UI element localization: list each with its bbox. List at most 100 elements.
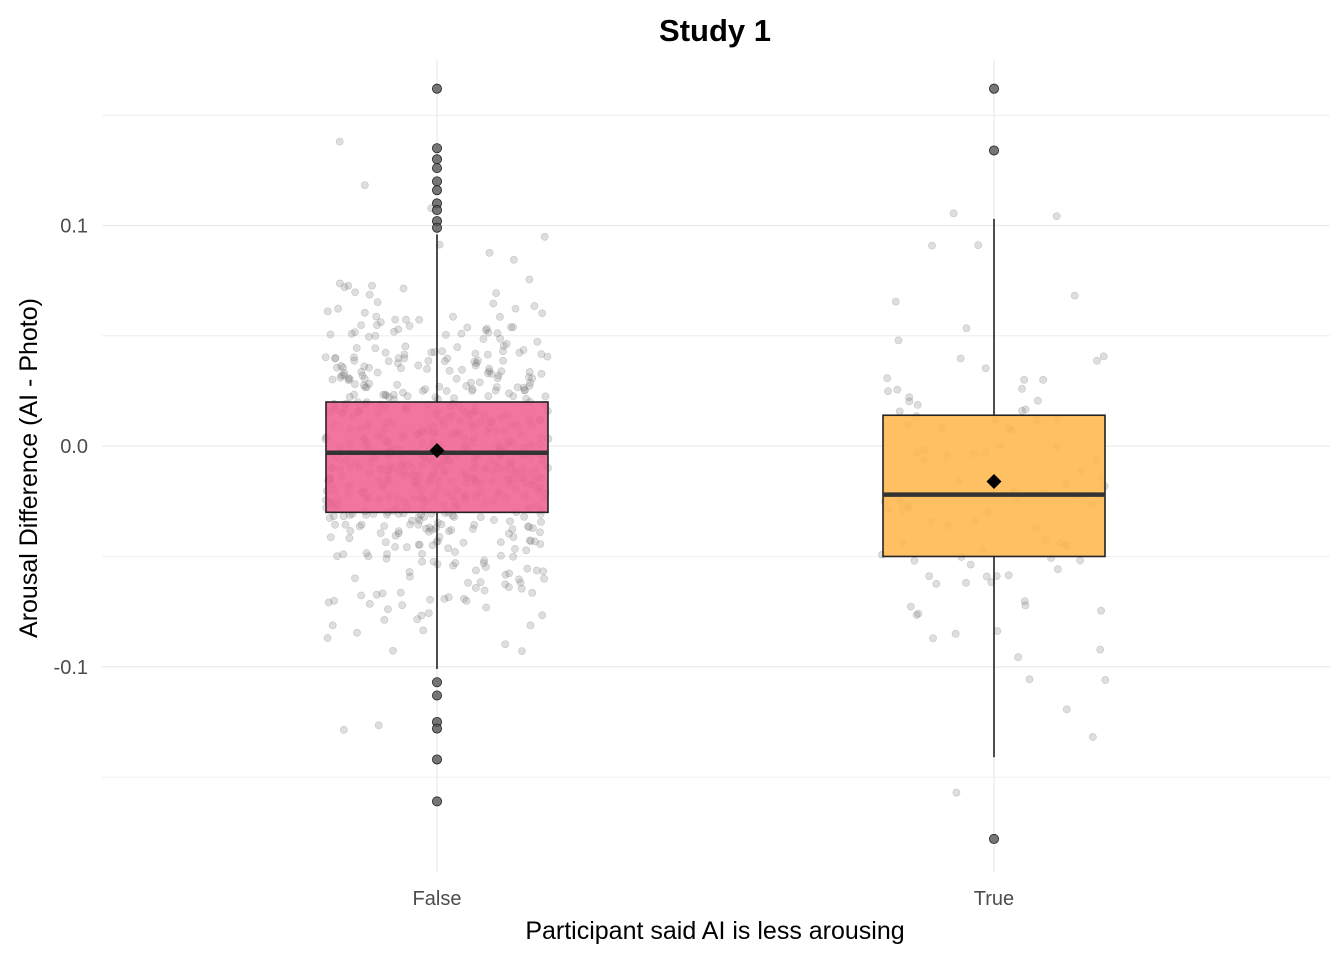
jitter-point bbox=[529, 524, 537, 532]
jitter-point bbox=[334, 304, 342, 313]
jitter-point bbox=[399, 284, 408, 293]
jitter-point bbox=[504, 583, 513, 591]
jitter-point bbox=[331, 354, 339, 363]
jitter-point bbox=[536, 540, 545, 548]
jitter-point bbox=[326, 330, 335, 339]
jitter-point bbox=[522, 546, 531, 555]
jitter-point bbox=[489, 299, 498, 308]
outlier-point bbox=[431, 723, 442, 734]
jitter-point bbox=[374, 721, 383, 730]
jitter-point bbox=[351, 574, 359, 583]
jitter-point bbox=[1097, 606, 1105, 615]
jitter-point bbox=[1062, 705, 1071, 714]
jitter-point bbox=[981, 364, 990, 373]
jitter-point bbox=[393, 380, 401, 389]
jitter-point bbox=[525, 275, 534, 284]
jitter-point bbox=[364, 552, 373, 561]
jitter-point bbox=[443, 354, 452, 363]
jitter-point bbox=[1020, 375, 1029, 384]
jitter-point bbox=[360, 374, 369, 383]
jitter-point bbox=[483, 324, 491, 333]
jitter-point bbox=[378, 589, 387, 598]
jitter-point bbox=[537, 350, 546, 358]
jitter-point bbox=[447, 526, 456, 534]
jitter-point bbox=[929, 634, 937, 643]
jitter-point bbox=[331, 353, 340, 362]
jitter-point bbox=[496, 551, 505, 560]
jitter-point bbox=[413, 615, 422, 624]
jitter-point bbox=[962, 324, 971, 333]
jitter-point bbox=[513, 383, 522, 392]
jitter-point bbox=[894, 336, 903, 345]
jitter-point bbox=[337, 371, 346, 380]
jitter-point bbox=[520, 512, 529, 521]
jitter-point bbox=[883, 374, 892, 382]
jitter-point bbox=[344, 376, 353, 385]
jitter-point bbox=[473, 356, 482, 365]
jitter-point bbox=[519, 383, 528, 392]
jitter-point bbox=[335, 137, 344, 146]
jitter-point bbox=[519, 346, 528, 354]
jitter-point bbox=[442, 387, 451, 395]
jitter-point bbox=[501, 580, 510, 589]
jitter-point bbox=[396, 588, 405, 597]
jitter-point bbox=[905, 397, 914, 406]
jitter-point bbox=[468, 386, 476, 395]
jitter-point bbox=[397, 364, 405, 373]
jitter-point bbox=[340, 371, 348, 380]
jitter-point bbox=[347, 329, 356, 338]
jitter-point bbox=[451, 559, 460, 567]
jitter-point bbox=[539, 567, 548, 576]
jitter-point bbox=[484, 328, 493, 337]
y-axis-title: Arousal Difference (AI - Photo) bbox=[15, 298, 43, 638]
jitter-point bbox=[360, 181, 369, 189]
jitter-point bbox=[528, 374, 537, 383]
jitter-point bbox=[952, 788, 961, 797]
jitter-point bbox=[340, 368, 348, 377]
jitter-point bbox=[329, 512, 338, 521]
jitter-point bbox=[357, 367, 366, 376]
jitter-point bbox=[492, 289, 500, 297]
jitter-point bbox=[495, 312, 504, 321]
jitter-point bbox=[1034, 396, 1042, 405]
jitter-point bbox=[540, 232, 549, 241]
jitter-point bbox=[407, 516, 416, 525]
box-false bbox=[325, 83, 549, 807]
jitter-point bbox=[440, 357, 449, 365]
jitter-point bbox=[389, 646, 397, 655]
jitter-point bbox=[459, 538, 468, 547]
jitter-point bbox=[394, 354, 403, 362]
jitter-point bbox=[357, 591, 366, 600]
jitter-point bbox=[340, 283, 349, 291]
outlier-point bbox=[431, 690, 442, 701]
jitter-point bbox=[492, 383, 501, 391]
jitter-point bbox=[403, 392, 412, 401]
jitter-point bbox=[414, 520, 423, 529]
jitter-point bbox=[463, 323, 472, 332]
jitter-point bbox=[891, 297, 900, 306]
jitter-point bbox=[541, 392, 550, 401]
jitter-point bbox=[498, 347, 507, 356]
jitter-point bbox=[525, 373, 533, 381]
jitter-point bbox=[331, 520, 339, 529]
outlier-point bbox=[431, 222, 442, 233]
jitter-point bbox=[966, 560, 975, 569]
jitter-point bbox=[352, 344, 361, 352]
jitter-point bbox=[428, 525, 436, 534]
jitter-point bbox=[493, 374, 502, 383]
outlier-point bbox=[431, 205, 442, 216]
jitter-point bbox=[949, 209, 958, 218]
jitter-point bbox=[324, 598, 333, 607]
jitter-point bbox=[357, 321, 365, 329]
jitter-point bbox=[982, 572, 991, 581]
jitter-point bbox=[479, 559, 488, 568]
jitter-point bbox=[906, 602, 915, 611]
x-tick-label: True bbox=[974, 888, 1014, 910]
jitter-point bbox=[360, 362, 369, 371]
jitter-point bbox=[394, 527, 403, 535]
jitter-point bbox=[910, 556, 919, 565]
outlier-point bbox=[431, 796, 442, 807]
jitter-point bbox=[525, 367, 534, 376]
jitter-point bbox=[464, 578, 472, 587]
